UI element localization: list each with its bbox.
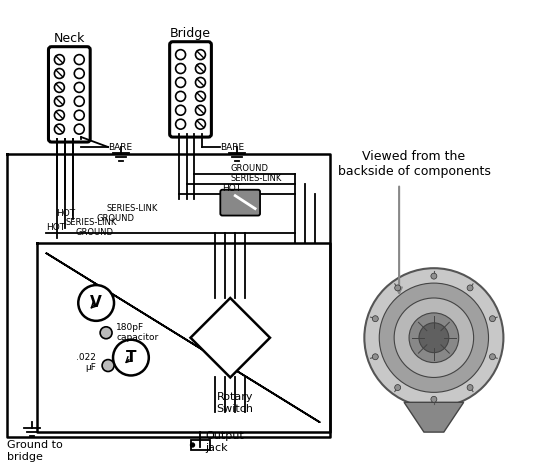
Circle shape <box>55 124 64 134</box>
Circle shape <box>55 96 64 106</box>
Circle shape <box>379 283 488 392</box>
Circle shape <box>74 96 84 106</box>
Text: V: V <box>90 296 102 311</box>
FancyBboxPatch shape <box>49 47 90 142</box>
Circle shape <box>195 64 205 73</box>
Text: Rotary
Switch: Rotary Switch <box>217 392 254 414</box>
Text: Bridge: Bridge <box>170 27 211 40</box>
Text: HOT: HOT <box>56 209 75 218</box>
Circle shape <box>175 92 186 101</box>
Text: HOT: HOT <box>47 223 66 233</box>
Text: SERIES-LINK: SERIES-LINK <box>65 219 117 227</box>
Circle shape <box>78 285 114 321</box>
Circle shape <box>195 119 205 129</box>
Circle shape <box>74 83 84 92</box>
Text: GROUND: GROUND <box>75 228 113 237</box>
Circle shape <box>190 443 195 447</box>
Circle shape <box>372 316 378 322</box>
Text: GROUND: GROUND <box>230 164 268 173</box>
Circle shape <box>195 50 205 60</box>
Circle shape <box>195 78 205 87</box>
Circle shape <box>113 340 149 375</box>
Bar <box>190 440 210 450</box>
Circle shape <box>467 285 473 291</box>
Circle shape <box>175 78 186 87</box>
Polygon shape <box>190 298 270 377</box>
Text: SERIES-LINK: SERIES-LINK <box>106 204 157 212</box>
Circle shape <box>55 55 64 64</box>
Circle shape <box>490 354 495 360</box>
Circle shape <box>467 384 473 390</box>
FancyBboxPatch shape <box>220 190 260 216</box>
Text: HOT: HOT <box>223 184 241 193</box>
Circle shape <box>175 64 186 73</box>
FancyBboxPatch shape <box>170 42 211 137</box>
Text: T: T <box>126 350 136 365</box>
Circle shape <box>74 110 84 120</box>
Circle shape <box>431 396 437 402</box>
Text: Neck: Neck <box>54 32 85 45</box>
Text: SERIES-LINK: SERIES-LINK <box>230 174 281 183</box>
Text: BARE: BARE <box>220 142 244 151</box>
Circle shape <box>175 105 186 115</box>
Circle shape <box>102 360 114 372</box>
Circle shape <box>395 285 401 291</box>
Text: Output
jack: Output jack <box>205 431 244 453</box>
Circle shape <box>394 298 473 377</box>
Circle shape <box>419 323 449 353</box>
Circle shape <box>74 69 84 78</box>
Circle shape <box>364 268 503 407</box>
Circle shape <box>195 92 205 101</box>
Text: GROUND: GROUND <box>96 213 134 222</box>
Circle shape <box>409 313 458 362</box>
Text: .022
μF: .022 μF <box>77 353 96 372</box>
Circle shape <box>74 124 84 134</box>
Circle shape <box>175 50 186 60</box>
Circle shape <box>74 55 84 64</box>
Circle shape <box>55 83 64 92</box>
Polygon shape <box>404 402 464 432</box>
Circle shape <box>395 384 401 390</box>
Circle shape <box>55 69 64 78</box>
Text: Ground to
bridge: Ground to bridge <box>7 440 63 462</box>
Circle shape <box>55 110 64 120</box>
Circle shape <box>431 273 437 279</box>
Text: Viewed from the
backside of components: Viewed from the backside of components <box>338 150 491 178</box>
Circle shape <box>195 105 205 115</box>
Circle shape <box>490 316 495 322</box>
Circle shape <box>100 327 112 339</box>
Circle shape <box>372 354 378 360</box>
Text: BARE: BARE <box>108 142 132 151</box>
Circle shape <box>175 119 186 129</box>
Text: 180pF
capacitor: 180pF capacitor <box>116 323 158 342</box>
